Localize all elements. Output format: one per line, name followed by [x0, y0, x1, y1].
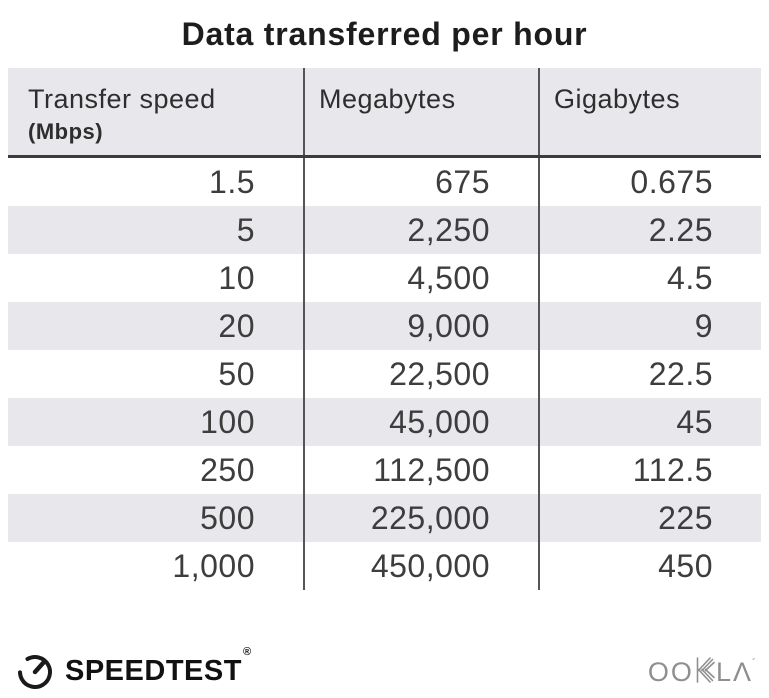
table-row: 250 112,500 112.5 [8, 446, 761, 494]
cell-megabytes: 22,500 [303, 350, 538, 398]
header-transfer-speed-label: Transfer speed [28, 84, 216, 114]
cell-speed: 1,000 [172, 547, 255, 584]
table-row: 1.5 675 0.675 [8, 158, 761, 206]
header-gigabytes-label: Gigabytes [554, 84, 681, 114]
cell-speed: 5 [236, 211, 255, 248]
cell-speed: 1.5 [209, 163, 255, 200]
table-row: 100 45,000 45 [8, 398, 761, 446]
speedtest-wordmark: SPEEDTEST® [65, 645, 252, 687]
table-row: 50 22,500 22.5 [8, 350, 761, 398]
cell-gigabytes: 9 [538, 302, 761, 350]
ookla-logo: OO LΛ ´ [648, 656, 757, 689]
cell-megabytes: 2,250 [303, 206, 538, 254]
cell-speed: 20 [218, 307, 255, 344]
cell-megabytes: 112,500 [303, 446, 538, 494]
table-row: 20 9,000 9 [8, 302, 761, 350]
cell-megabytes: 225,000 [303, 494, 538, 542]
speedtest-logo: SPEEDTEST® [14, 645, 252, 696]
header-transfer-speed: Transfer speed (Mbps) [8, 68, 303, 155]
data-table: Transfer speed (Mbps) Megabytes Gigabyte… [8, 68, 761, 590]
cell-megabytes: 4,500 [303, 254, 538, 302]
cell-megabytes: 45,000 [303, 398, 538, 446]
header-megabytes-label: Megabytes [319, 84, 456, 114]
cell-gigabytes: 22.5 [538, 350, 761, 398]
cell-gigabytes: 45 [538, 398, 761, 446]
ookla-k-icon [695, 656, 715, 690]
cell-megabytes: 450,000 [303, 542, 538, 590]
table-row: 5 2,250 2.25 [8, 206, 761, 254]
cell-speed: 50 [218, 355, 255, 392]
header-megabytes: Megabytes [303, 68, 538, 155]
cell-speed: 10 [218, 259, 255, 296]
header-gigabytes: Gigabytes [538, 68, 761, 155]
cell-megabytes: 675 [303, 158, 538, 206]
cell-speed: 100 [200, 403, 255, 440]
speedtest-gauge-icon [14, 649, 56, 696]
ookla-wordmark-la: LΛ [715, 656, 753, 687]
cell-gigabytes: 2.25 [538, 206, 761, 254]
table-row: 10 4,500 4.5 [8, 254, 761, 302]
header-transfer-speed-unit: (Mbps) [28, 119, 104, 145]
footer: SPEEDTEST® OO LΛ ´ [14, 645, 757, 696]
cell-gigabytes: 112.5 [538, 446, 761, 494]
table-row: 1,000 450,000 450 [8, 542, 761, 590]
cell-speed: 500 [200, 499, 255, 536]
cell-speed: 250 [200, 451, 255, 488]
page-title: Data transferred per hour [181, 16, 588, 52]
registered-trademark-icon: ® [242, 645, 252, 658]
cell-gigabytes: 450 [538, 542, 761, 590]
cell-gigabytes: 0.675 [538, 158, 761, 206]
cell-megabytes: 9,000 [303, 302, 538, 350]
ookla-wordmark-oo: OO [647, 656, 694, 687]
cell-gigabytes: 225 [538, 494, 761, 542]
ookla-trademark-icon: ´ [752, 656, 756, 670]
table-header-row: Transfer speed (Mbps) Megabytes Gigabyte… [8, 68, 761, 158]
cell-gigabytes: 4.5 [538, 254, 761, 302]
table-row: 500 225,000 225 [8, 494, 761, 542]
